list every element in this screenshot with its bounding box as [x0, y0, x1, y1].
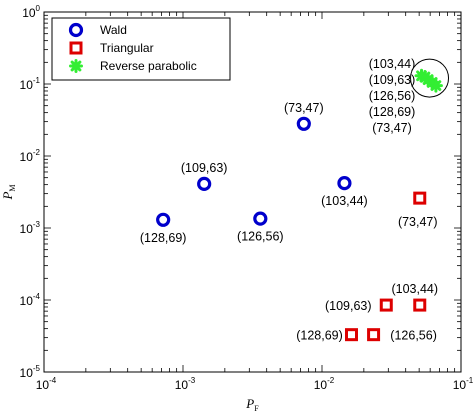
cluster-label: (103,44) — [369, 57, 416, 71]
data-point — [296, 116, 311, 131]
legend-marker — [68, 22, 84, 38]
data-point — [197, 176, 212, 191]
y-tick-label: 10-1 — [20, 76, 41, 92]
annotations — [410, 58, 450, 98]
data-point — [379, 298, 393, 312]
y-tick-label: 10-5 — [20, 364, 41, 380]
y-tick-label: 10-2 — [20, 148, 41, 164]
point-labels: (128,69) (109,63) (126,56) (73,47) (103,44) (… — [140, 57, 438, 343]
data-point — [337, 176, 352, 191]
series-wald — [156, 116, 352, 227]
axis-titles: PF PM — [0, 184, 259, 413]
data-point — [367, 328, 381, 342]
cluster-label: (126,56) — [369, 89, 416, 103]
data-point — [253, 211, 268, 226]
axis-ticks — [43, 11, 462, 373]
point-label: (103,44) — [321, 194, 368, 208]
y-axis-title: PM — [0, 184, 17, 200]
cluster-label: (128,69) — [369, 105, 416, 119]
point-label: (73,47) — [398, 215, 438, 229]
series-reverse-parabolic — [414, 68, 443, 93]
x-axis-title: PF — [245, 396, 259, 413]
point-label: (73,47) — [284, 101, 324, 115]
data-point — [413, 191, 427, 205]
point-label: (126,56) — [390, 329, 437, 343]
legend-label: Reverse parabolic — [100, 59, 197, 73]
y-tick-label: 100 — [22, 4, 40, 20]
data-point — [413, 298, 427, 312]
x-tick-label: 10-1 — [453, 376, 474, 392]
legend-label: Triangular — [100, 41, 154, 55]
series-triangular — [344, 191, 427, 342]
data-marks — [156, 68, 443, 342]
x-tick-label: 10-3 — [175, 376, 196, 392]
x-tick-label: 10-4 — [36, 376, 57, 392]
point-label: (128,69) — [140, 231, 187, 245]
y-tick-label: 10-4 — [20, 292, 41, 308]
data-point — [344, 328, 358, 342]
legend-label: Wald — [100, 23, 127, 37]
data-point — [156, 212, 171, 227]
point-label: (126,56) — [237, 230, 284, 244]
x-tick-label: 10-2 — [314, 376, 335, 392]
cluster-ellipse — [410, 58, 450, 98]
point-label: (128,69) — [296, 329, 343, 343]
legend-entry: Reverse parabolic — [69, 59, 197, 73]
legend-entry: Wald — [68, 22, 127, 38]
data-point — [428, 78, 443, 93]
legend-entry: Triangular — [69, 41, 154, 55]
y-tick-label: 10-3 — [20, 220, 41, 236]
cluster-label: (109,63) — [369, 73, 416, 87]
point-label: (109,63) — [181, 161, 228, 175]
point-label: (103,44) — [391, 282, 438, 296]
legend: Wald Triangular Reverse parabolic — [51, 17, 231, 81]
legend-marker — [69, 41, 83, 55]
point-label: (109,63) — [325, 299, 372, 313]
legend-marker — [69, 59, 83, 73]
cluster-label: (73,47) — [372, 121, 412, 135]
